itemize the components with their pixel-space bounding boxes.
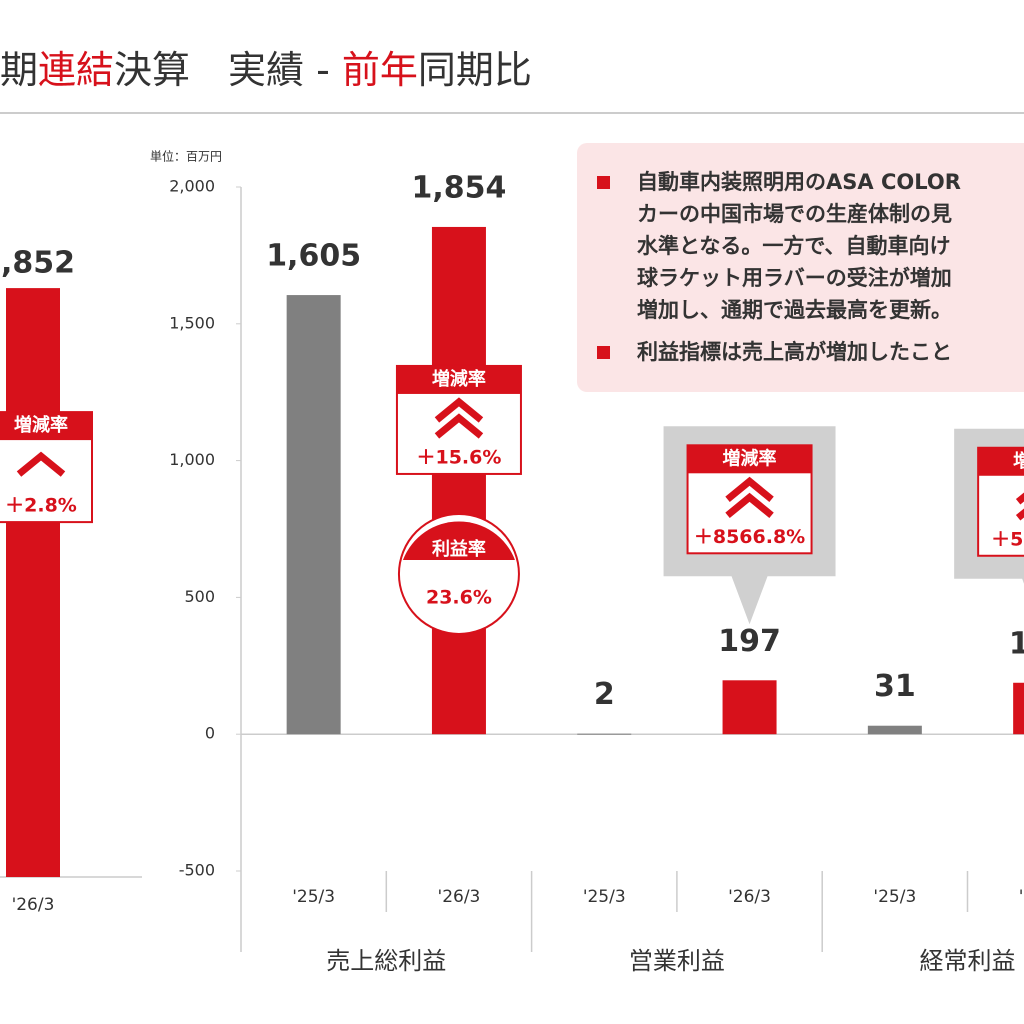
margin-cap [402, 521, 515, 560]
note-line: 球ラケット用ラバーの受注が増加 [637, 266, 952, 290]
x-tick-label: '26/3 [1019, 887, 1024, 907]
y-tick-label: -500 [179, 861, 215, 880]
group-label: 売上総利益 [326, 947, 446, 975]
badge-title: 増減率 [723, 447, 777, 469]
slide-title: 期連結決算 実績 - 前年同期比 [0, 48, 532, 92]
badge-title: 増減率 [432, 368, 486, 390]
chevron [16, 451, 66, 477]
margin-value: 23.6% [426, 586, 492, 608]
chevron [434, 413, 484, 439]
note-line: 増加し、通期で過去最高を更新。 [637, 298, 952, 322]
title-part: 連結 [38, 48, 114, 92]
y-tick-label: 0 [205, 724, 215, 743]
group-label: 経常利益 [920, 947, 1016, 975]
note-line: 自動車内装照明用のASA COLOR [637, 170, 961, 194]
value-label: 197 [718, 624, 781, 659]
y-tick-label: 1,000 [169, 450, 215, 469]
y-tick-label: 500 [184, 587, 215, 606]
badge-value: ＋2.8% [5, 495, 77, 517]
x-tick-label: '26/3 [728, 887, 771, 907]
bar [867, 725, 922, 735]
value-label: 188 [1009, 626, 1024, 661]
bar [286, 295, 341, 735]
unit-label: 単位：百万円 [150, 149, 222, 164]
margin-title: 利益率 [432, 538, 486, 560]
value-label: 7,852 [0, 246, 75, 281]
value-label: 31 [874, 669, 916, 704]
x-tick-label: '25/3 [873, 887, 916, 907]
title-part: 同期比 [418, 48, 532, 92]
value-label: 2 [594, 677, 615, 712]
bar [722, 680, 777, 735]
y-tick-label: 1,500 [169, 313, 215, 332]
badge-value: ＋15.6% [416, 446, 501, 468]
title-part: 前年 [342, 48, 418, 92]
note-line: 水準となる。一方で、自動車向け [637, 234, 951, 258]
note-line: 利益指標は売上高が増加したこと [637, 340, 952, 364]
x-tick-label: '26/3 [12, 895, 55, 915]
chevron [725, 492, 774, 519]
bar [6, 288, 60, 878]
x-tick-label: '25/3 [583, 887, 626, 907]
note-line: カーの中国市場での生産体制の見 [637, 202, 952, 226]
badge-header [396, 365, 521, 394]
bullet-square [597, 176, 610, 189]
chevron [434, 397, 484, 423]
badge-title: 増減率 [1013, 450, 1024, 472]
bar [1013, 682, 1024, 735]
badge-value: ＋8566.8% [694, 526, 805, 548]
value-label: 1,854 [411, 170, 506, 205]
title-part: 決算 実績 - [114, 48, 342, 92]
badge-title: 増減率 [14, 414, 68, 436]
y-tick-label: 2,000 [169, 177, 215, 196]
note-box [577, 143, 1024, 392]
chevron [725, 476, 774, 503]
title-part: 期 [0, 48, 38, 92]
x-tick-label: '26/3 [438, 887, 481, 907]
bar [431, 226, 486, 735]
badge-header [0, 412, 92, 441]
bar [577, 733, 632, 735]
badge-value: ＋506.5% [991, 528, 1024, 550]
x-tick-label: '25/3 [292, 887, 335, 907]
badge-header [978, 447, 1024, 476]
group-label: 営業利益 [629, 947, 725, 975]
badge-header [687, 445, 812, 474]
bullet-square [597, 346, 610, 359]
value-label: 1,605 [266, 239, 361, 274]
